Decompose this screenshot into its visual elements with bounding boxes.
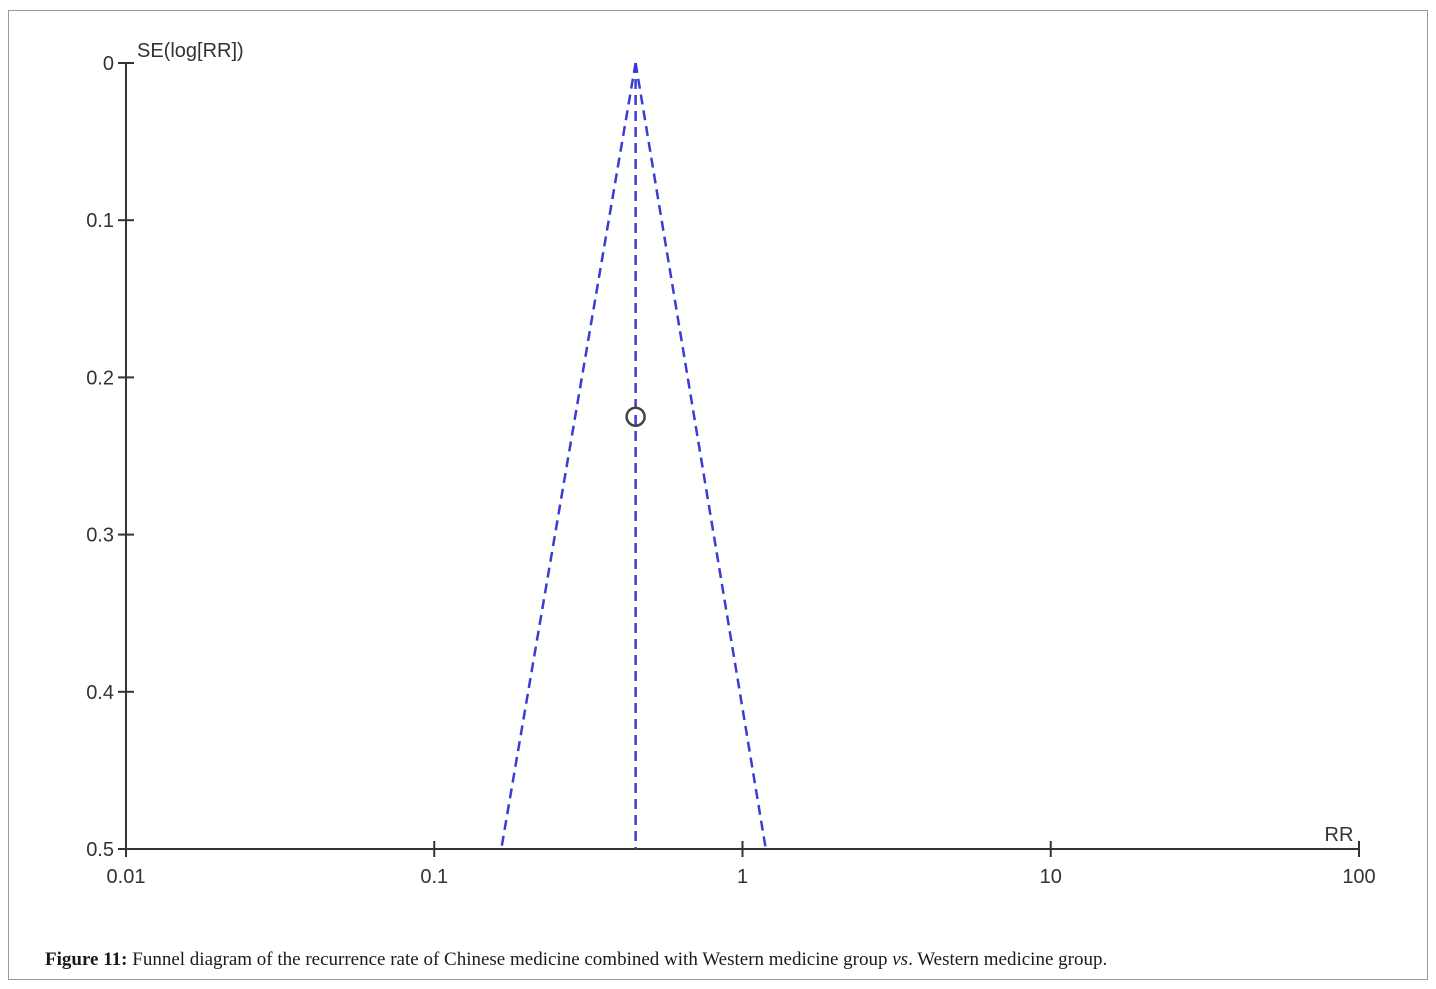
y-tick-label: 0.1 bbox=[86, 210, 114, 232]
x-tick-label: 10 bbox=[1040, 866, 1062, 888]
x-tick-label: 100 bbox=[1342, 866, 1375, 888]
caption-text-before: Funnel diagram of the recurrence rate of… bbox=[127, 949, 893, 970]
study-point bbox=[625, 406, 646, 427]
figure-frame: 0 0.1 0.2 0.3 0.4 0.5 0.01 0.1 1 10 100 SE(log[RR])… bbox=[8, 10, 1428, 980]
figure-caption: Figure 11: Funnel diagram of the recurre… bbox=[45, 949, 1425, 971]
y-tick-label: 0.4 bbox=[86, 682, 114, 704]
x-tick-label: 0.01 bbox=[107, 866, 146, 888]
x-axis-label: RR bbox=[1325, 824, 1354, 846]
caption-text-after: . Western medicine group. bbox=[908, 949, 1108, 970]
x-tick-label: 1 bbox=[737, 866, 748, 888]
funnel-right-limit bbox=[634, 62, 768, 850]
funnel-plot: 0 0.1 0.2 0.3 0.4 0.5 0.01 0.1 1 10 100 SE(log[RR])… bbox=[86, 40, 1376, 888]
x-tick-label: 0.1 bbox=[420, 866, 448, 888]
y-tick-label: 0 bbox=[103, 53, 114, 75]
y-tick-label: 0.5 bbox=[86, 839, 114, 861]
caption-vs: vs bbox=[892, 949, 909, 970]
caption-label: Figure 11: bbox=[45, 949, 128, 970]
y-tick-label: 0.3 bbox=[86, 525, 114, 547]
y-axis-label: SE(log[RR]) bbox=[137, 40, 244, 62]
y-tick-label: 0.2 bbox=[86, 367, 114, 389]
funnel-left-limit bbox=[500, 62, 637, 850]
